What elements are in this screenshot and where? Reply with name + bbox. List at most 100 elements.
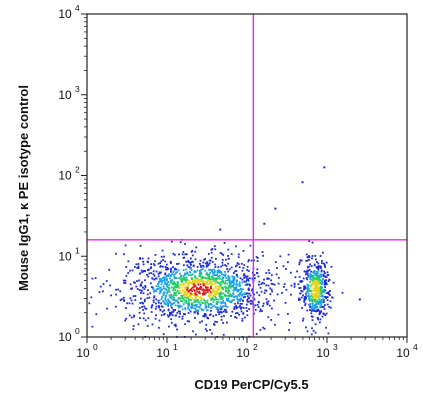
event-dot bbox=[199, 321, 201, 324]
event-dot bbox=[162, 285, 165, 288]
event-dot bbox=[215, 277, 217, 280]
event-dot bbox=[95, 313, 98, 316]
event-dot bbox=[218, 307, 221, 309]
event-dot bbox=[163, 301, 166, 304]
event-dot bbox=[204, 282, 207, 285]
event-dot bbox=[219, 251, 222, 254]
event-dot bbox=[213, 304, 216, 307]
event-dot bbox=[234, 289, 237, 291]
event-dot bbox=[99, 285, 102, 288]
event-dot bbox=[206, 317, 209, 319]
event-dot bbox=[226, 306, 229, 308]
event-dot bbox=[212, 272, 214, 274]
event-dot bbox=[241, 278, 244, 281]
event-dot bbox=[310, 291, 313, 294]
event-dot bbox=[235, 245, 237, 248]
event-dot bbox=[163, 309, 166, 312]
event-dot bbox=[301, 307, 303, 309]
event-dot bbox=[123, 300, 125, 302]
event-dot bbox=[242, 296, 245, 299]
event-dot bbox=[233, 306, 236, 308]
event-dot bbox=[228, 294, 231, 297]
event-dot bbox=[183, 272, 186, 275]
event-dot bbox=[218, 277, 220, 279]
event-dot bbox=[222, 305, 224, 308]
event-dot bbox=[224, 309, 227, 311]
event-dot bbox=[167, 309, 170, 312]
event-dot bbox=[217, 298, 220, 301]
event-dot bbox=[208, 259, 211, 262]
event-dot bbox=[237, 289, 240, 292]
event-dot bbox=[201, 268, 204, 270]
event-dot bbox=[246, 295, 249, 298]
event-dot bbox=[341, 291, 344, 294]
event-dot bbox=[191, 290, 194, 293]
event-dot bbox=[313, 288, 316, 290]
event-dot bbox=[160, 255, 163, 258]
event-dot bbox=[236, 279, 238, 282]
event-dot bbox=[133, 281, 135, 284]
event-dot bbox=[129, 269, 131, 272]
event-dot bbox=[220, 265, 222, 268]
event-dot bbox=[219, 281, 222, 284]
event-dot bbox=[204, 281, 207, 284]
event-dot bbox=[124, 279, 127, 282]
event-dot bbox=[204, 306, 207, 309]
event-dot bbox=[194, 294, 197, 297]
event-dot bbox=[162, 287, 165, 290]
event-dot bbox=[318, 291, 321, 294]
event-dot bbox=[124, 244, 127, 247]
event-dot bbox=[321, 290, 324, 292]
event-dot bbox=[200, 272, 203, 275]
event-dot bbox=[182, 278, 184, 281]
event-dot bbox=[231, 310, 234, 313]
event-dot bbox=[322, 273, 325, 276]
event-dot bbox=[219, 293, 221, 296]
event-dot bbox=[199, 283, 202, 286]
event-dot bbox=[254, 308, 257, 311]
event-dot bbox=[129, 283, 132, 286]
y-tick-label: 10 bbox=[58, 169, 72, 183]
event-dot bbox=[157, 301, 160, 304]
event-dot bbox=[160, 298, 163, 300]
event-dot bbox=[299, 287, 302, 289]
event-dot bbox=[90, 296, 93, 299]
event-dot bbox=[218, 311, 221, 313]
event-dot bbox=[175, 277, 178, 279]
event-dot bbox=[149, 292, 152, 295]
event-dot bbox=[213, 291, 216, 293]
event-dot bbox=[320, 281, 323, 284]
event-dot bbox=[204, 303, 207, 305]
event-dot bbox=[226, 321, 228, 324]
event-dot bbox=[229, 287, 232, 289]
event-dot bbox=[205, 273, 208, 276]
event-dot bbox=[270, 279, 272, 282]
event-dot bbox=[155, 314, 157, 317]
event-dot bbox=[152, 301, 155, 304]
event-dot bbox=[177, 269, 180, 272]
event-dot bbox=[187, 284, 190, 287]
event-dot bbox=[193, 298, 196, 301]
event-dot bbox=[321, 298, 323, 301]
event-dot bbox=[137, 323, 140, 326]
event-dot bbox=[153, 290, 155, 293]
event-dot bbox=[212, 289, 215, 292]
event-dot bbox=[208, 289, 211, 292]
event-dot bbox=[277, 277, 280, 279]
event-dot bbox=[181, 289, 184, 292]
event-dot bbox=[148, 296, 151, 299]
event-dot bbox=[317, 308, 320, 311]
event-dot bbox=[225, 305, 227, 307]
event-dot bbox=[156, 283, 159, 285]
event-dot bbox=[261, 310, 263, 312]
event-dot bbox=[329, 300, 332, 303]
event-dot bbox=[317, 277, 319, 279]
event-dot bbox=[166, 267, 169, 269]
event-dot bbox=[298, 299, 300, 302]
event-dot bbox=[206, 272, 208, 275]
event-dot bbox=[302, 294, 304, 297]
event-dot bbox=[304, 302, 307, 305]
event-dot bbox=[214, 274, 216, 276]
event-dot bbox=[199, 259, 202, 262]
event-dot bbox=[133, 315, 135, 318]
